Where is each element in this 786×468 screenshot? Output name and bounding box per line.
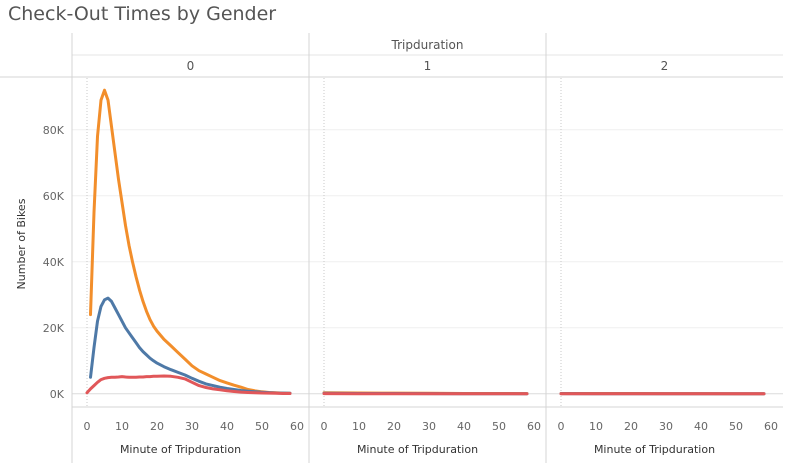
panel-header: 2 bbox=[661, 59, 669, 73]
x-tick-label: 20 bbox=[624, 420, 638, 433]
series-line bbox=[85, 374, 292, 395]
y-tick-label: 20K bbox=[43, 322, 65, 335]
chart-title: Check-Out Times by Gender bbox=[8, 3, 277, 25]
panel-header: 1 bbox=[424, 59, 432, 73]
y-tick-label: 40K bbox=[43, 256, 65, 269]
x-tick-label: 0 bbox=[321, 420, 328, 433]
panel-header: 0 bbox=[187, 59, 195, 73]
x-axis-title: Minute of Tripduration bbox=[357, 443, 478, 456]
x-tick-label: 40 bbox=[220, 420, 234, 433]
x-tick-label: 50 bbox=[255, 420, 269, 433]
y-tick-label: 60K bbox=[43, 190, 65, 203]
x-tick-label: 50 bbox=[492, 420, 506, 433]
y-tick-label: 0K bbox=[50, 388, 65, 401]
x-axis-title: Minute of Tripduration bbox=[120, 443, 241, 456]
x-tick-label: 50 bbox=[729, 420, 743, 433]
series-line bbox=[89, 296, 292, 395]
x-axis-title: Minute of Tripduration bbox=[594, 443, 715, 456]
series-line bbox=[89, 88, 292, 395]
x-tick-label: 30 bbox=[422, 420, 436, 433]
x-tick-label: 10 bbox=[589, 420, 603, 433]
x-tick-label: 40 bbox=[694, 420, 708, 433]
x-tick-label: 20 bbox=[150, 420, 164, 433]
x-tick-label: 60 bbox=[527, 420, 541, 433]
x-tick-label: 20 bbox=[387, 420, 401, 433]
y-axis-title: Number of Bikes bbox=[15, 198, 28, 289]
x-tick-label: 10 bbox=[352, 420, 366, 433]
x-tick-label: 60 bbox=[290, 420, 304, 433]
y-tick-label: 80K bbox=[43, 124, 65, 137]
x-tick-label: 0 bbox=[558, 420, 565, 433]
x-tick-label: 0 bbox=[84, 420, 91, 433]
x-tick-label: 30 bbox=[659, 420, 673, 433]
x-tick-label: 40 bbox=[457, 420, 471, 433]
column-field-header: Tripduration bbox=[391, 38, 464, 52]
x-tick-label: 10 bbox=[115, 420, 129, 433]
x-tick-label: 60 bbox=[764, 420, 778, 433]
x-tick-label: 30 bbox=[185, 420, 199, 433]
